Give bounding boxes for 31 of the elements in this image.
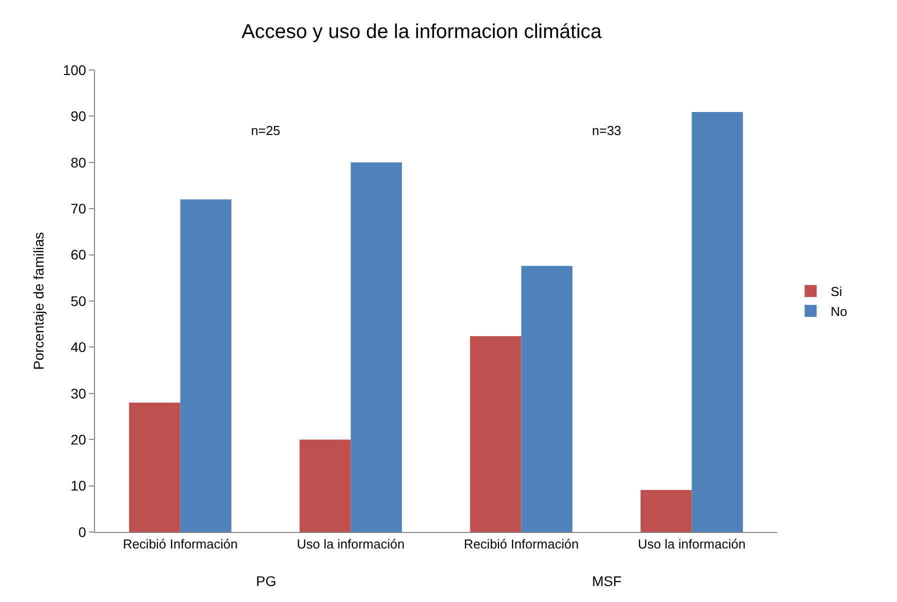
bar: [129, 402, 180, 532]
bar: [180, 199, 232, 532]
y-tick-label: 20: [70, 432, 86, 448]
legend-label: Si: [830, 284, 842, 300]
x-tick-label: Uso la información: [296, 536, 405, 552]
y-tick-label: 80: [70, 154, 86, 170]
annotation: n=33: [592, 123, 622, 138]
y-tick-label: 90: [70, 108, 86, 124]
chart-title: Acceso y uso de la informacion climática: [242, 21, 603, 44]
bar: [640, 490, 692, 532]
y-tick-label: 10: [70, 478, 86, 494]
y-tick-label: 60: [70, 246, 86, 263]
legend-label: No: [830, 304, 848, 319]
y-axis-title: Porcentaje de familias: [30, 232, 46, 370]
x-tick-label: Uso la información: [638, 536, 746, 552]
x-tick-label: Recibió Información: [464, 536, 579, 552]
y-tick-label: 100: [62, 62, 86, 78]
y-tick-label: 50: [70, 292, 86, 309]
y-tick-label: 0: [78, 524, 86, 540]
bar: [692, 112, 743, 532]
bar: [521, 266, 572, 532]
y-tick-label: 40: [70, 339, 86, 356]
bar: [350, 162, 402, 532]
x-tick-label: Recibió Información: [122, 536, 238, 552]
text: MSF: [592, 573, 622, 589]
bar: [300, 440, 351, 532]
text: PG: [256, 573, 276, 589]
y-tick-label: 70: [70, 200, 86, 216]
annotation: n=25: [251, 123, 280, 138]
bar: [470, 336, 522, 532]
y-tick-label: 30: [70, 385, 86, 402]
